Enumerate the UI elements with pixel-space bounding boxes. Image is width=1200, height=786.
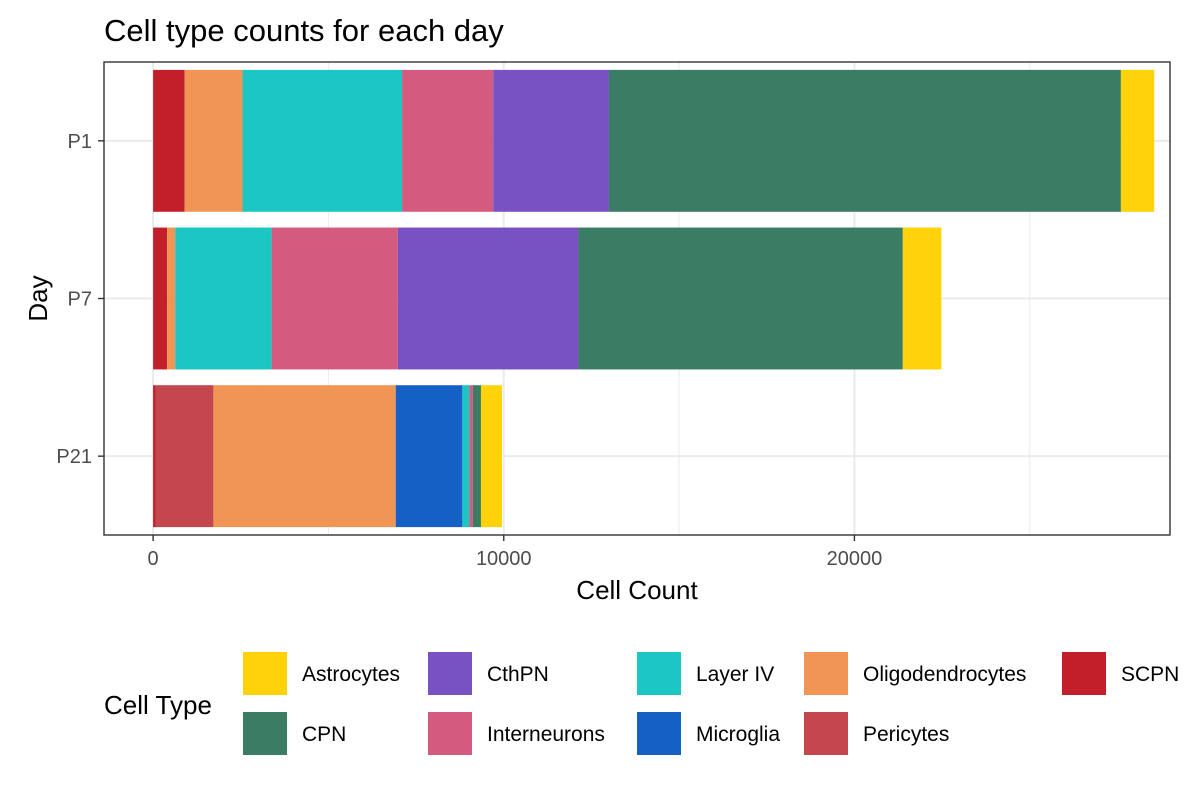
- bar-p1-oligodendrocytes: [184, 69, 243, 212]
- bar-p1-cthpn: [493, 69, 609, 212]
- axes: 0 10000 20000 P1 P7 P21: [56, 131, 882, 570]
- legend-key-cpn: [243, 712, 287, 755]
- legend-item-scpn: SCPN: [1062, 652, 1179, 695]
- bar-p21-astrocytes: [480, 385, 502, 528]
- bar-p21-interneurons: [469, 385, 473, 528]
- bar-p7-oligodendrocytes: [167, 227, 176, 370]
- legend-key-astrocytes: [243, 652, 287, 695]
- legend-title: Cell Type: [104, 690, 212, 720]
- bar-p1-scpn: [153, 69, 185, 212]
- legend-key-microglia: [637, 712, 681, 755]
- legend-item-microglia: Microglia: [637, 712, 780, 755]
- bar-p7-cthpn: [397, 227, 579, 370]
- y-tick-label: P7: [68, 289, 92, 311]
- legend-label-scpn: SCPN: [1121, 663, 1179, 686]
- bar-p7-scpn: [153, 227, 168, 370]
- legend-label-cpn: CPN: [302, 723, 346, 746]
- bar-p21-cpn: [472, 385, 481, 528]
- bar-p7-cpn: [578, 227, 903, 370]
- bar-p1-interneurons: [402, 69, 494, 212]
- bar-group-p7: [153, 227, 942, 370]
- bar-p21-scpn: [153, 385, 156, 528]
- legend-label-microglia: Microglia: [696, 723, 780, 746]
- bar-p1-cpn: [608, 69, 1121, 212]
- bar-group-p1: [153, 69, 1155, 212]
- legend-key-layer-iv: [637, 652, 681, 695]
- bar-p21-microglia: [395, 385, 463, 528]
- y-tick-label: P21: [56, 446, 92, 468]
- x-tick-label: 0: [148, 548, 159, 570]
- legend-item-interneurons: Interneurons: [428, 712, 605, 755]
- bar-p21-layer-iv: [462, 385, 470, 528]
- legend-item-cthpn: CthPN: [428, 652, 549, 695]
- x-tick-label: 10000: [476, 548, 532, 570]
- bar-p7-interneurons: [271, 227, 398, 370]
- legend-key-cthpn: [428, 652, 472, 695]
- y-tick-label: P1: [68, 131, 92, 153]
- legend-item-layer-iv: Layer IV: [637, 652, 774, 695]
- bar-p7-layer-iv: [175, 227, 272, 370]
- legend-key-oligodendrocytes: [804, 652, 848, 695]
- bar-p21-oligodendrocytes: [213, 385, 396, 528]
- legend-key-pericytes: [804, 712, 848, 755]
- legend-label-cthpn: CthPN: [487, 663, 549, 686]
- legend-key-interneurons: [428, 712, 472, 755]
- bar-p1-layer-iv: [242, 69, 403, 212]
- legend-key-scpn: [1062, 652, 1106, 695]
- bars: [153, 69, 1155, 528]
- legend-label-astrocytes: Astrocytes: [302, 663, 400, 686]
- legend-item-oligodendrocytes: Oligodendrocytes: [804, 652, 1026, 695]
- x-axis-title: Cell Count: [576, 575, 698, 605]
- legend-item-astrocytes: Astrocytes: [243, 652, 400, 695]
- legend-label-pericytes: Pericytes: [863, 723, 949, 746]
- bar-p7-astrocytes: [902, 227, 942, 370]
- legend-label-interneurons: Interneurons: [487, 723, 605, 746]
- legend-label-oligodendrocytes: Oligodendrocytes: [863, 663, 1026, 686]
- legend-item-pericytes: Pericytes: [804, 712, 949, 755]
- legend-label-layer-iv: Layer IV: [696, 663, 774, 686]
- bar-p21-pericytes: [155, 385, 214, 528]
- bar-p1-astrocytes: [1120, 69, 1155, 212]
- x-tick-label: 20000: [827, 548, 883, 570]
- y-axis-title: Day: [23, 275, 53, 321]
- legend: Cell Type Astrocytes CPN CthPN Interneurons…: [104, 652, 1179, 755]
- bar-group-p21: [153, 385, 502, 528]
- chart-title: Cell type counts for each day: [104, 13, 504, 48]
- legend-item-cpn: CPN: [243, 712, 346, 755]
